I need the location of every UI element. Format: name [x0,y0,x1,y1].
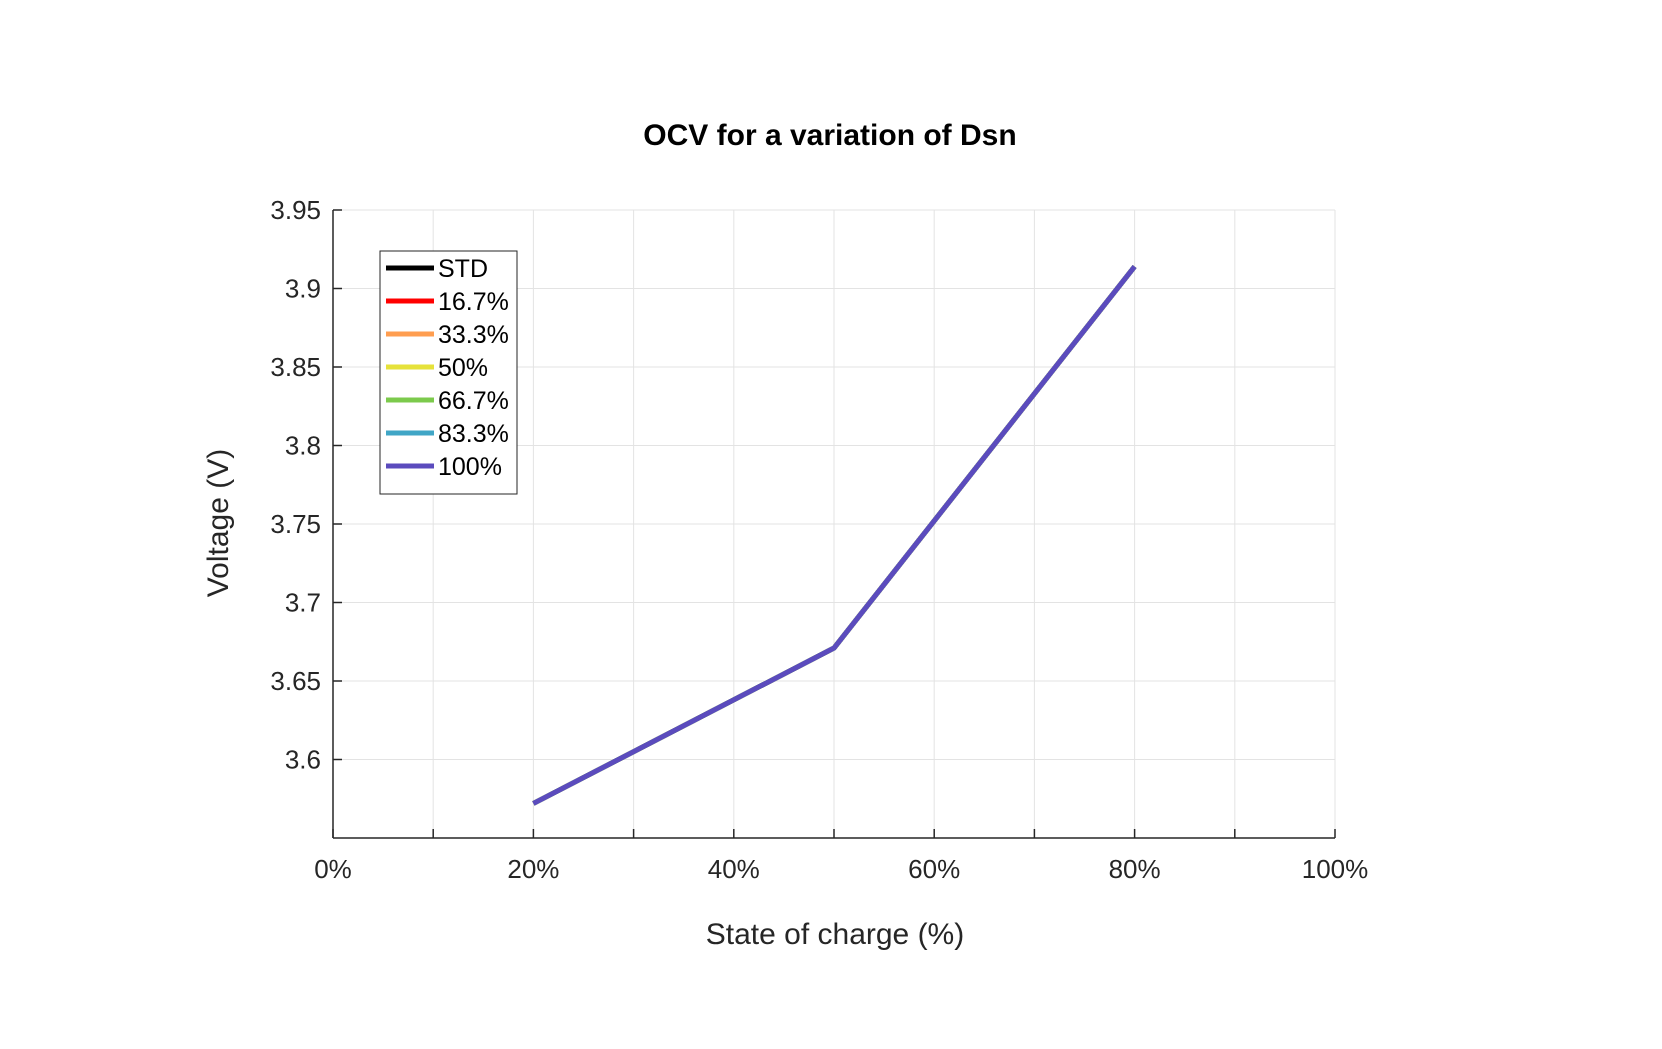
legend-label: 50% [438,354,488,382]
chart-title: OCV for a variation of Dsn [643,119,1016,152]
x-tick-label: 80% [1109,854,1161,884]
y-tick-label: 3.7 [285,588,321,618]
legend: STD 16.7% 33.3% 50% 66.7% 83.3% 100% [379,250,518,495]
y-tick-label: 3.95 [270,195,321,225]
x-tick-label: 20% [507,854,559,884]
series-line-6 [532,264,1137,806]
y-tick-label: 3.9 [285,274,321,304]
x-tick-label: 0% [314,854,352,884]
y-axis-label: Voltage (V) [202,449,235,597]
series-layer [532,264,1137,806]
legend-label: 16.7% [438,288,509,316]
y-tick-label: 3.8 [285,431,321,461]
y-tick-label: 3.75 [270,509,321,539]
legend-label: 66.7% [438,387,509,415]
x-tick-label: 100% [1302,854,1369,884]
x-tick-label: 60% [908,854,960,884]
y-tick-label: 3.6 [285,745,321,775]
legend-label: 33.3% [438,321,509,349]
ticks-layer: 0% 20% 40% 60% 80% 100% 3.6 3.65 3.7 3.75 3.8 3.85 3… [270,195,1368,884]
y-tick-label: 3.65 [270,666,321,696]
legend-label: 83.3% [438,420,509,448]
x-tick-label: 40% [708,854,760,884]
legend-label: STD [438,255,488,283]
legend-label: 100% [438,453,502,481]
legend-box [379,250,518,495]
y-tick-label: 3.85 [270,352,321,382]
x-axis-label: State of charge (%) [706,918,964,951]
